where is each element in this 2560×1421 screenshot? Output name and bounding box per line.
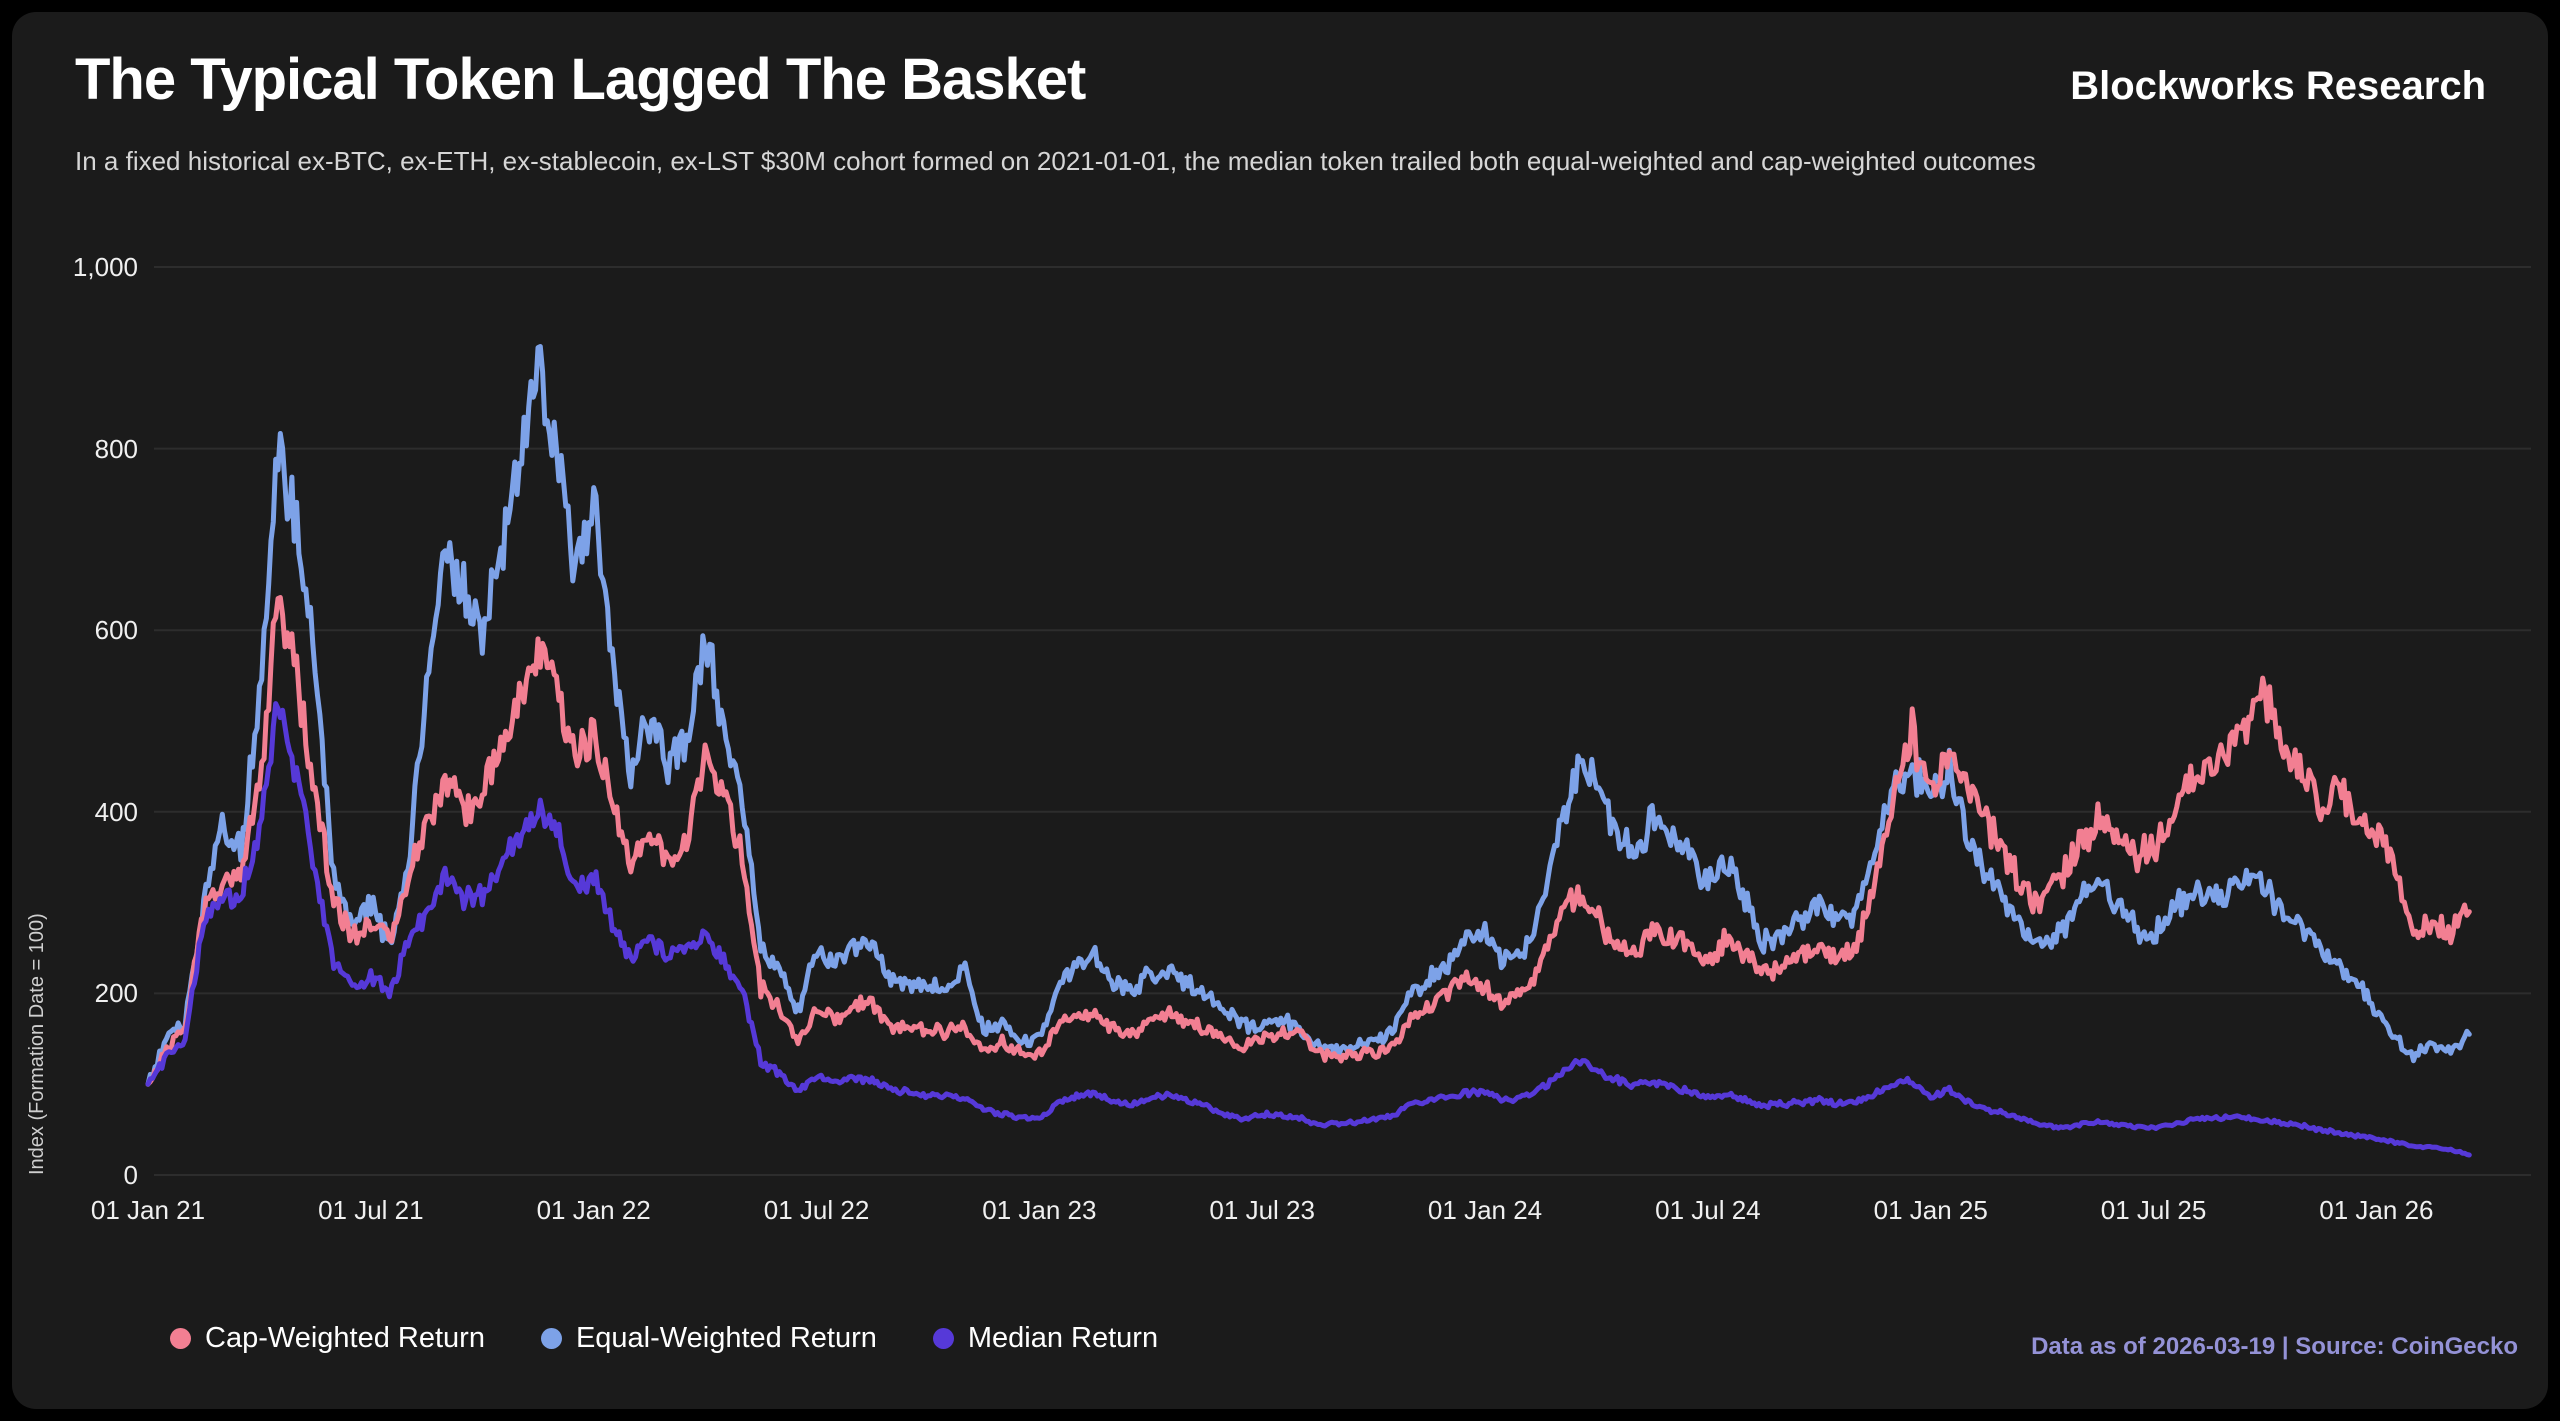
x-tick-label: 01 Jan 21: [90, 1195, 206, 1225]
x-tick-label: 01 Jan 23: [982, 1195, 1097, 1225]
chart-card: The Typical Token Lagged The Basket Bloc…: [12, 12, 2548, 1409]
x-tick-label: 01 Jul 25: [2100, 1195, 2207, 1225]
legend-item-median-return: Median Return: [932, 1322, 1159, 1355]
legend-item-equal-weighted-return: Equal-Weighted Return: [540, 1322, 877, 1355]
y-tick-label: 600: [94, 615, 138, 646]
x-tick-label: 01 Jul 23: [1209, 1195, 1315, 1225]
y-tick-label: 800: [94, 433, 138, 464]
series-line-cap-weighted-return: [145, 595, 2472, 1087]
legend-label: Equal-Weighted Return: [575, 1322, 877, 1354]
x-tick-label: 01 Jan 26: [2319, 1195, 2434, 1225]
legend-dot-icon: [540, 1328, 562, 1349]
x-tick-label: 01 Jul 21: [318, 1195, 424, 1225]
y-tick-label: 1,000: [72, 252, 138, 282]
legend-dot-icon: [932, 1328, 954, 1349]
chart-legend: Cap-Weighted Return Equal-Weighted Return…: [170, 1322, 1158, 1355]
brand-logo: Blockworks Research: [2070, 64, 2486, 108]
y-tick-label: 200: [94, 978, 138, 1009]
x-tick-label: 01 Jan 22: [536, 1195, 651, 1225]
legend-label: Cap-Weighted Return: [205, 1322, 485, 1354]
series-line-median-return: [145, 701, 2472, 1158]
x-tick-label: 01 Jul 22: [763, 1195, 870, 1225]
y-axis-title: Index (Formation Date = 100): [26, 913, 48, 1175]
x-tick-label: 01 Jul 24: [1655, 1195, 1761, 1225]
legend-label: Median Return: [967, 1322, 1159, 1354]
x-tick-label: 01 Jan 24: [1427, 1195, 1543, 1225]
series-line-equal-weighted-return: [145, 344, 2472, 1087]
page-title: The Typical Token Lagged The Basket: [75, 47, 1086, 112]
y-tick-label: 0: [123, 1160, 138, 1190]
legend-dot-icon: [170, 1328, 191, 1349]
x-tick-label: 01 Jan 25: [1873, 1195, 1988, 1225]
line-chart: [145, 266, 2531, 1176]
chart-subtitle: In a fixed historical ex-BTC, ex-ETH, ex…: [75, 146, 2036, 176]
y-tick-label: 400: [94, 796, 138, 827]
legend-item-cap-weighted-return: Cap-Weighted Return: [170, 1322, 485, 1355]
source-note: Data as of 2026-03-19 | Source: CoinGeck…: [2031, 1333, 2518, 1360]
